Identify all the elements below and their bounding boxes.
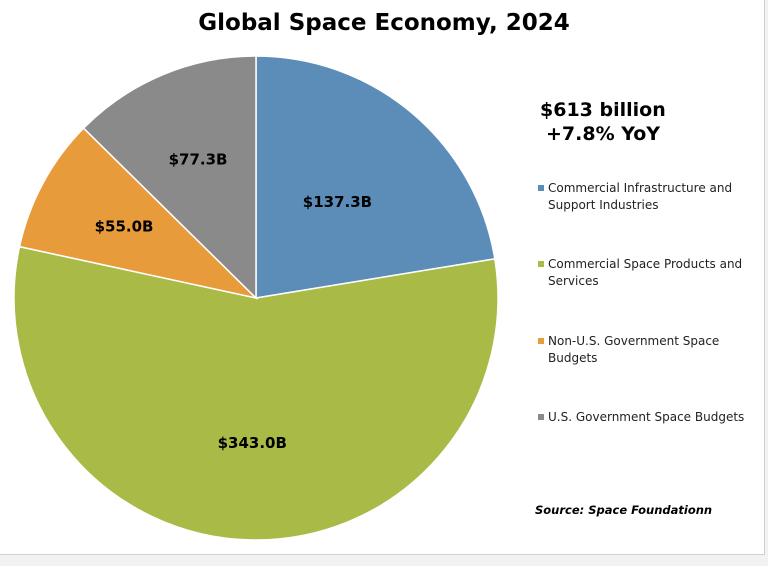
legend-label: Commercial Infrastructure and Support In… (548, 181, 733, 212)
pie-chart: $137.3B $343.0B $55.0B $77.3B (13, 55, 499, 541)
legend-swatch (538, 414, 544, 420)
pie-slice (255, 55, 496, 299)
legend-item: Non-U.S. Government Space Budgets (538, 333, 758, 367)
total-annotation: $613 billion +7.8% YoY (540, 98, 666, 146)
legend-item: Commercial Space Products and Services (538, 256, 758, 290)
legend-label: U.S. Government Space Budgets (548, 410, 745, 424)
data-label: $137.3B (303, 193, 372, 211)
legend-swatch (538, 185, 544, 191)
pie-slice (18, 127, 259, 300)
chart-title: Global Space Economy, 2024 (198, 10, 570, 36)
legend-label: Commercial Space Products and Services (548, 257, 743, 288)
source-note: Source: Space Foundationn (535, 503, 713, 517)
legend-swatch (538, 338, 544, 344)
total-value: $613 billion (540, 99, 666, 121)
data-label: $343.0B (218, 434, 287, 452)
growth-value: +7.8% YoY (546, 123, 661, 145)
legend-item: U.S. Government Space Budgets (538, 409, 758, 426)
legend-label: Non-U.S. Government Space Budgets (548, 334, 720, 365)
legend-item: Commercial Infrastructure and Support In… (538, 180, 758, 214)
data-label: $55.0B (95, 218, 154, 236)
data-label: $77.3B (169, 151, 228, 169)
pie-slice (13, 245, 499, 541)
legend-swatch (538, 261, 544, 267)
pie-slice (82, 55, 257, 300)
